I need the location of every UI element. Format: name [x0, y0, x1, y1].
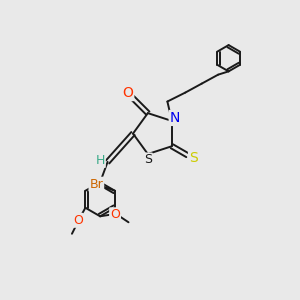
Text: O: O: [73, 214, 83, 227]
Text: N: N: [170, 111, 180, 125]
Text: S: S: [144, 154, 152, 166]
Text: O: O: [122, 86, 133, 100]
Text: O: O: [110, 208, 120, 221]
Text: H: H: [95, 154, 105, 167]
Text: Br: Br: [89, 178, 103, 191]
Text: S: S: [189, 151, 198, 165]
